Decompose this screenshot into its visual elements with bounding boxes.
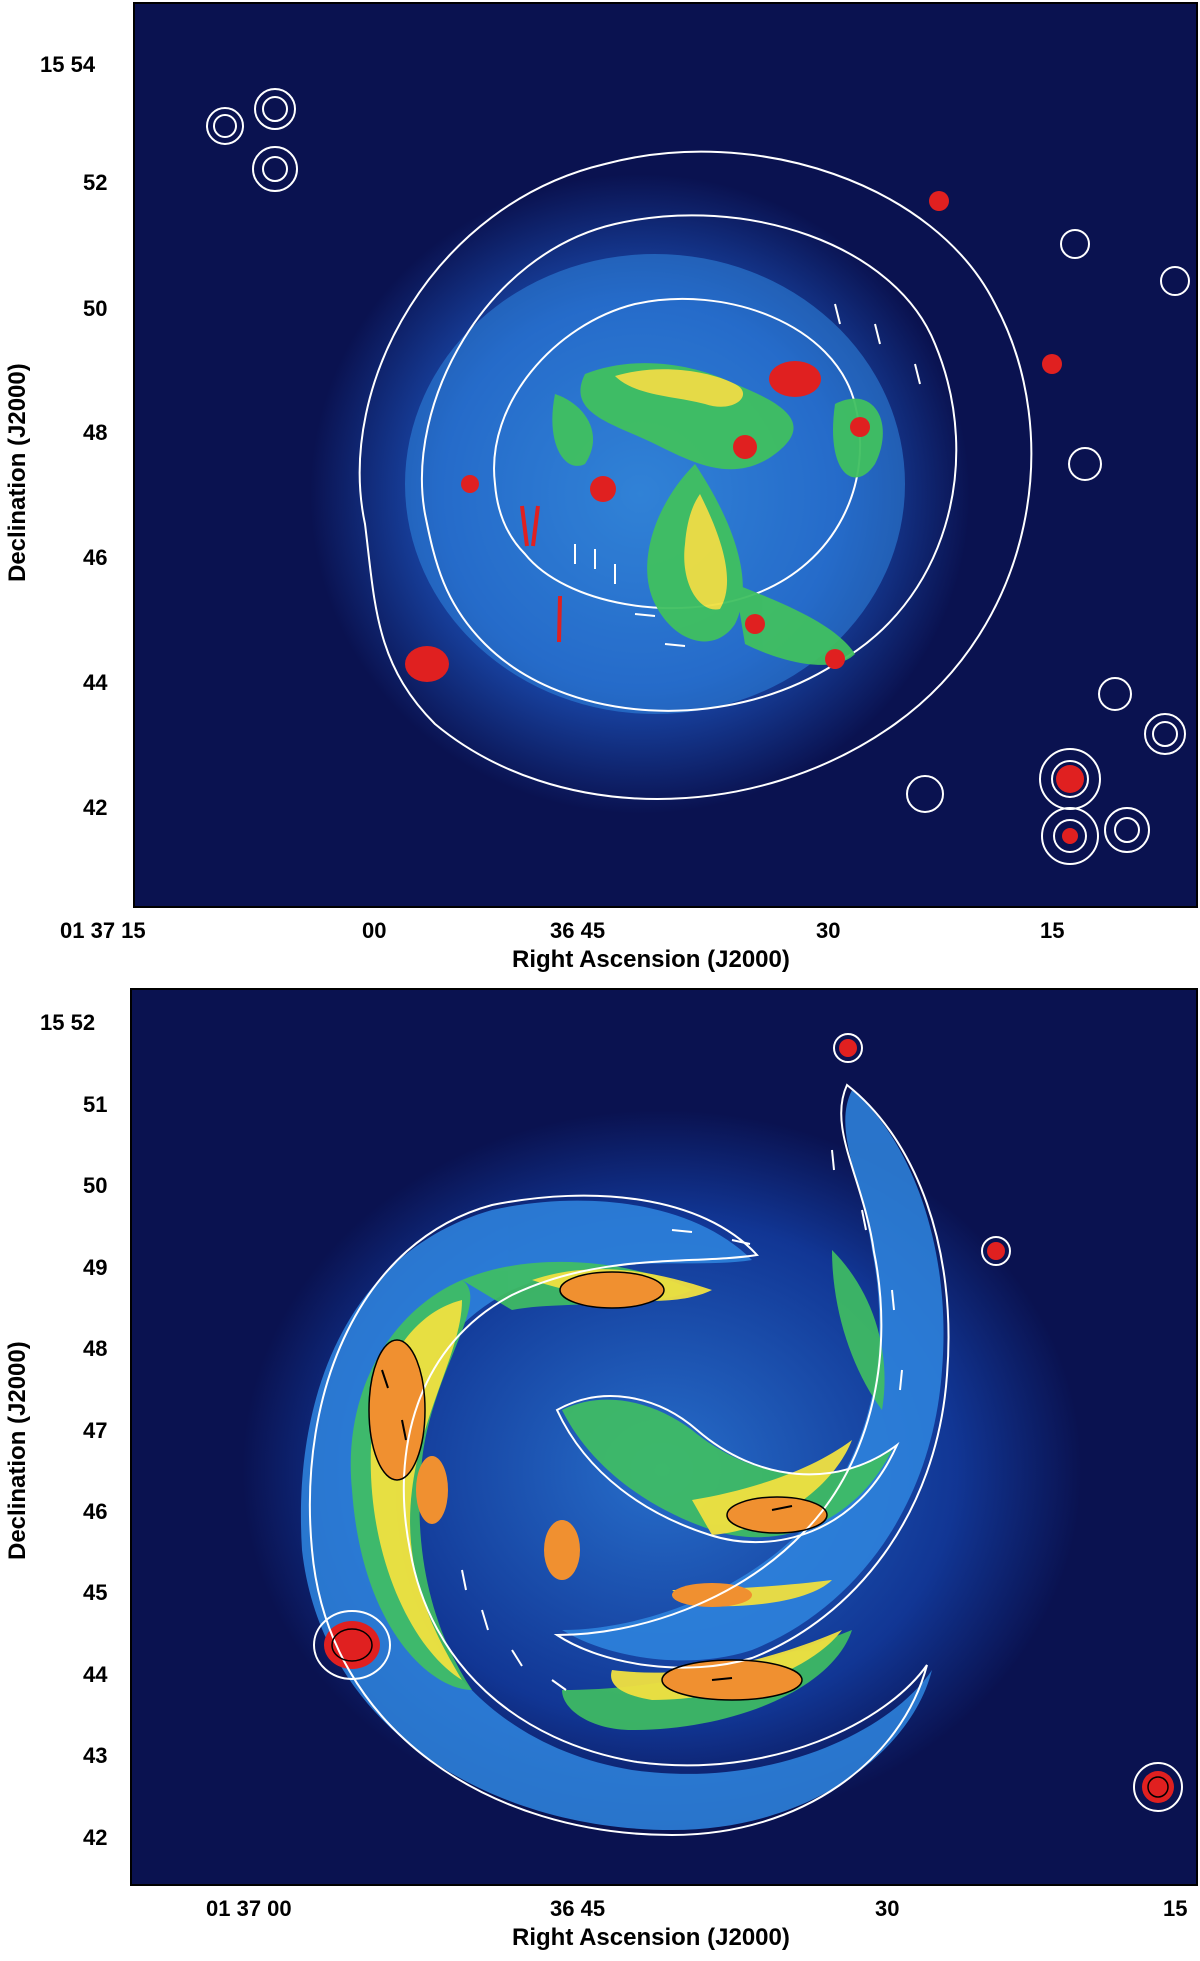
bottom-galaxy-image: [132, 990, 1196, 1884]
top-x-axis-title: Right Ascension (J2000): [512, 946, 790, 973]
bottom-ytick-label: 48: [83, 1336, 108, 1361]
top-ytick-label: 46: [83, 545, 108, 570]
bottom-x-axis-title: Right Ascension (J2000): [512, 1924, 790, 1951]
bottom-ytick-label: 49: [83, 1255, 108, 1280]
bottom-ytick-label: 43: [83, 1743, 108, 1768]
top-xtick-label: 01 37 15: [60, 918, 146, 943]
top-y-axis-title: Declination (J2000): [4, 363, 31, 582]
bottom-xtick-label: 15: [1163, 1896, 1188, 1921]
bottom-y-axis-title: Declination (J2000): [4, 1341, 31, 1560]
bottom-ytick-label: 50: [83, 1173, 108, 1198]
top-xtick-label: 30: [816, 918, 841, 943]
top-ytick-label: 52: [83, 170, 108, 195]
bottom-ytick-label: 51: [83, 1092, 108, 1117]
top-galaxy-image: [135, 4, 1196, 906]
bottom-image-frame: [130, 988, 1198, 1886]
top-ytick-label: 48: [83, 420, 108, 445]
top-image-frame: [133, 2, 1198, 908]
top-ytick-label: 50: [83, 296, 108, 321]
top-ytick-label: 15 54: [40, 52, 96, 77]
bottom-ytick-label: 15 52: [40, 1010, 96, 1035]
top-ytick-label: 42: [83, 795, 108, 820]
bottom-ytick-label: 46: [83, 1499, 108, 1524]
bottom-xtick-label: 30: [875, 1896, 900, 1921]
bottom-xtick-label: 01 37 00: [206, 1896, 292, 1921]
top-xtick-label: 00: [362, 918, 387, 943]
bottom-xtick-label: 36 45: [550, 1896, 606, 1921]
top-xtick-label: 36 45: [550, 918, 606, 943]
bottom-ytick-label: 42: [83, 1825, 108, 1850]
top-xtick-label: 15: [1040, 918, 1065, 943]
bottom-ytick-label: 47: [83, 1418, 108, 1443]
bottom-ytick-label: 45: [83, 1580, 108, 1605]
bottom-ytick-label: 44: [83, 1662, 108, 1687]
top-ytick-label: 44: [83, 670, 108, 695]
